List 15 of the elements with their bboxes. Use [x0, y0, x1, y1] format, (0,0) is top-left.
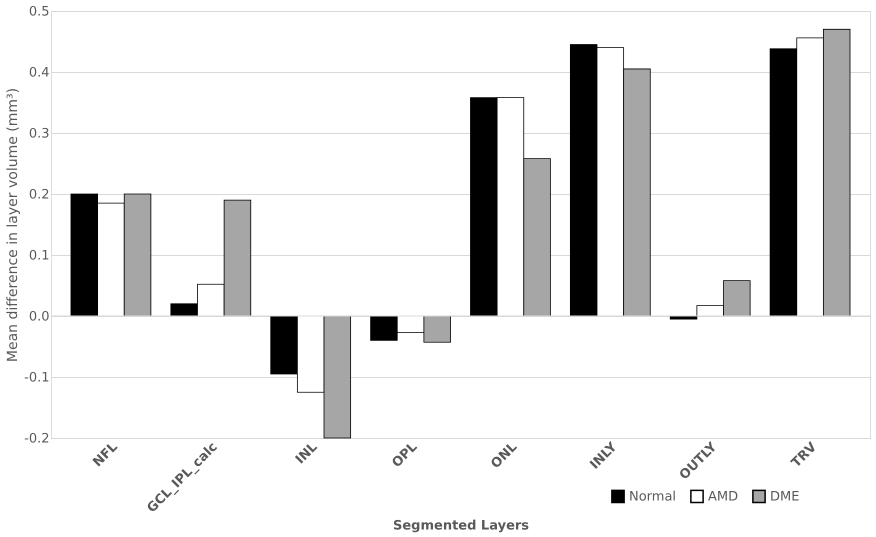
legend-label: AMD: [708, 489, 738, 504]
y-tick-label: -0.1: [24, 370, 50, 386]
y-axis-title: Mean difference in layer volume (mm³): [5, 88, 22, 362]
y-tick-label: 0.0: [28, 310, 50, 324]
y-tick-label: -0.2: [24, 432, 50, 446]
y-tick-label: 0.4: [28, 66, 50, 80]
y-tick-label: 0.1: [28, 248, 50, 264]
y-tick-label: 0.3: [28, 126, 50, 142]
y-tick-label: 0.2: [28, 188, 50, 202]
x-axis-title: Segmented Layers: [392, 518, 530, 534]
y-tick-label: 0.5: [28, 4, 50, 20]
x-tick-label: INL: [292, 440, 321, 468]
legend-label: DME: [770, 489, 800, 504]
x-tick-label: OPL: [389, 440, 420, 471]
legend-label: Normal: [629, 489, 676, 504]
